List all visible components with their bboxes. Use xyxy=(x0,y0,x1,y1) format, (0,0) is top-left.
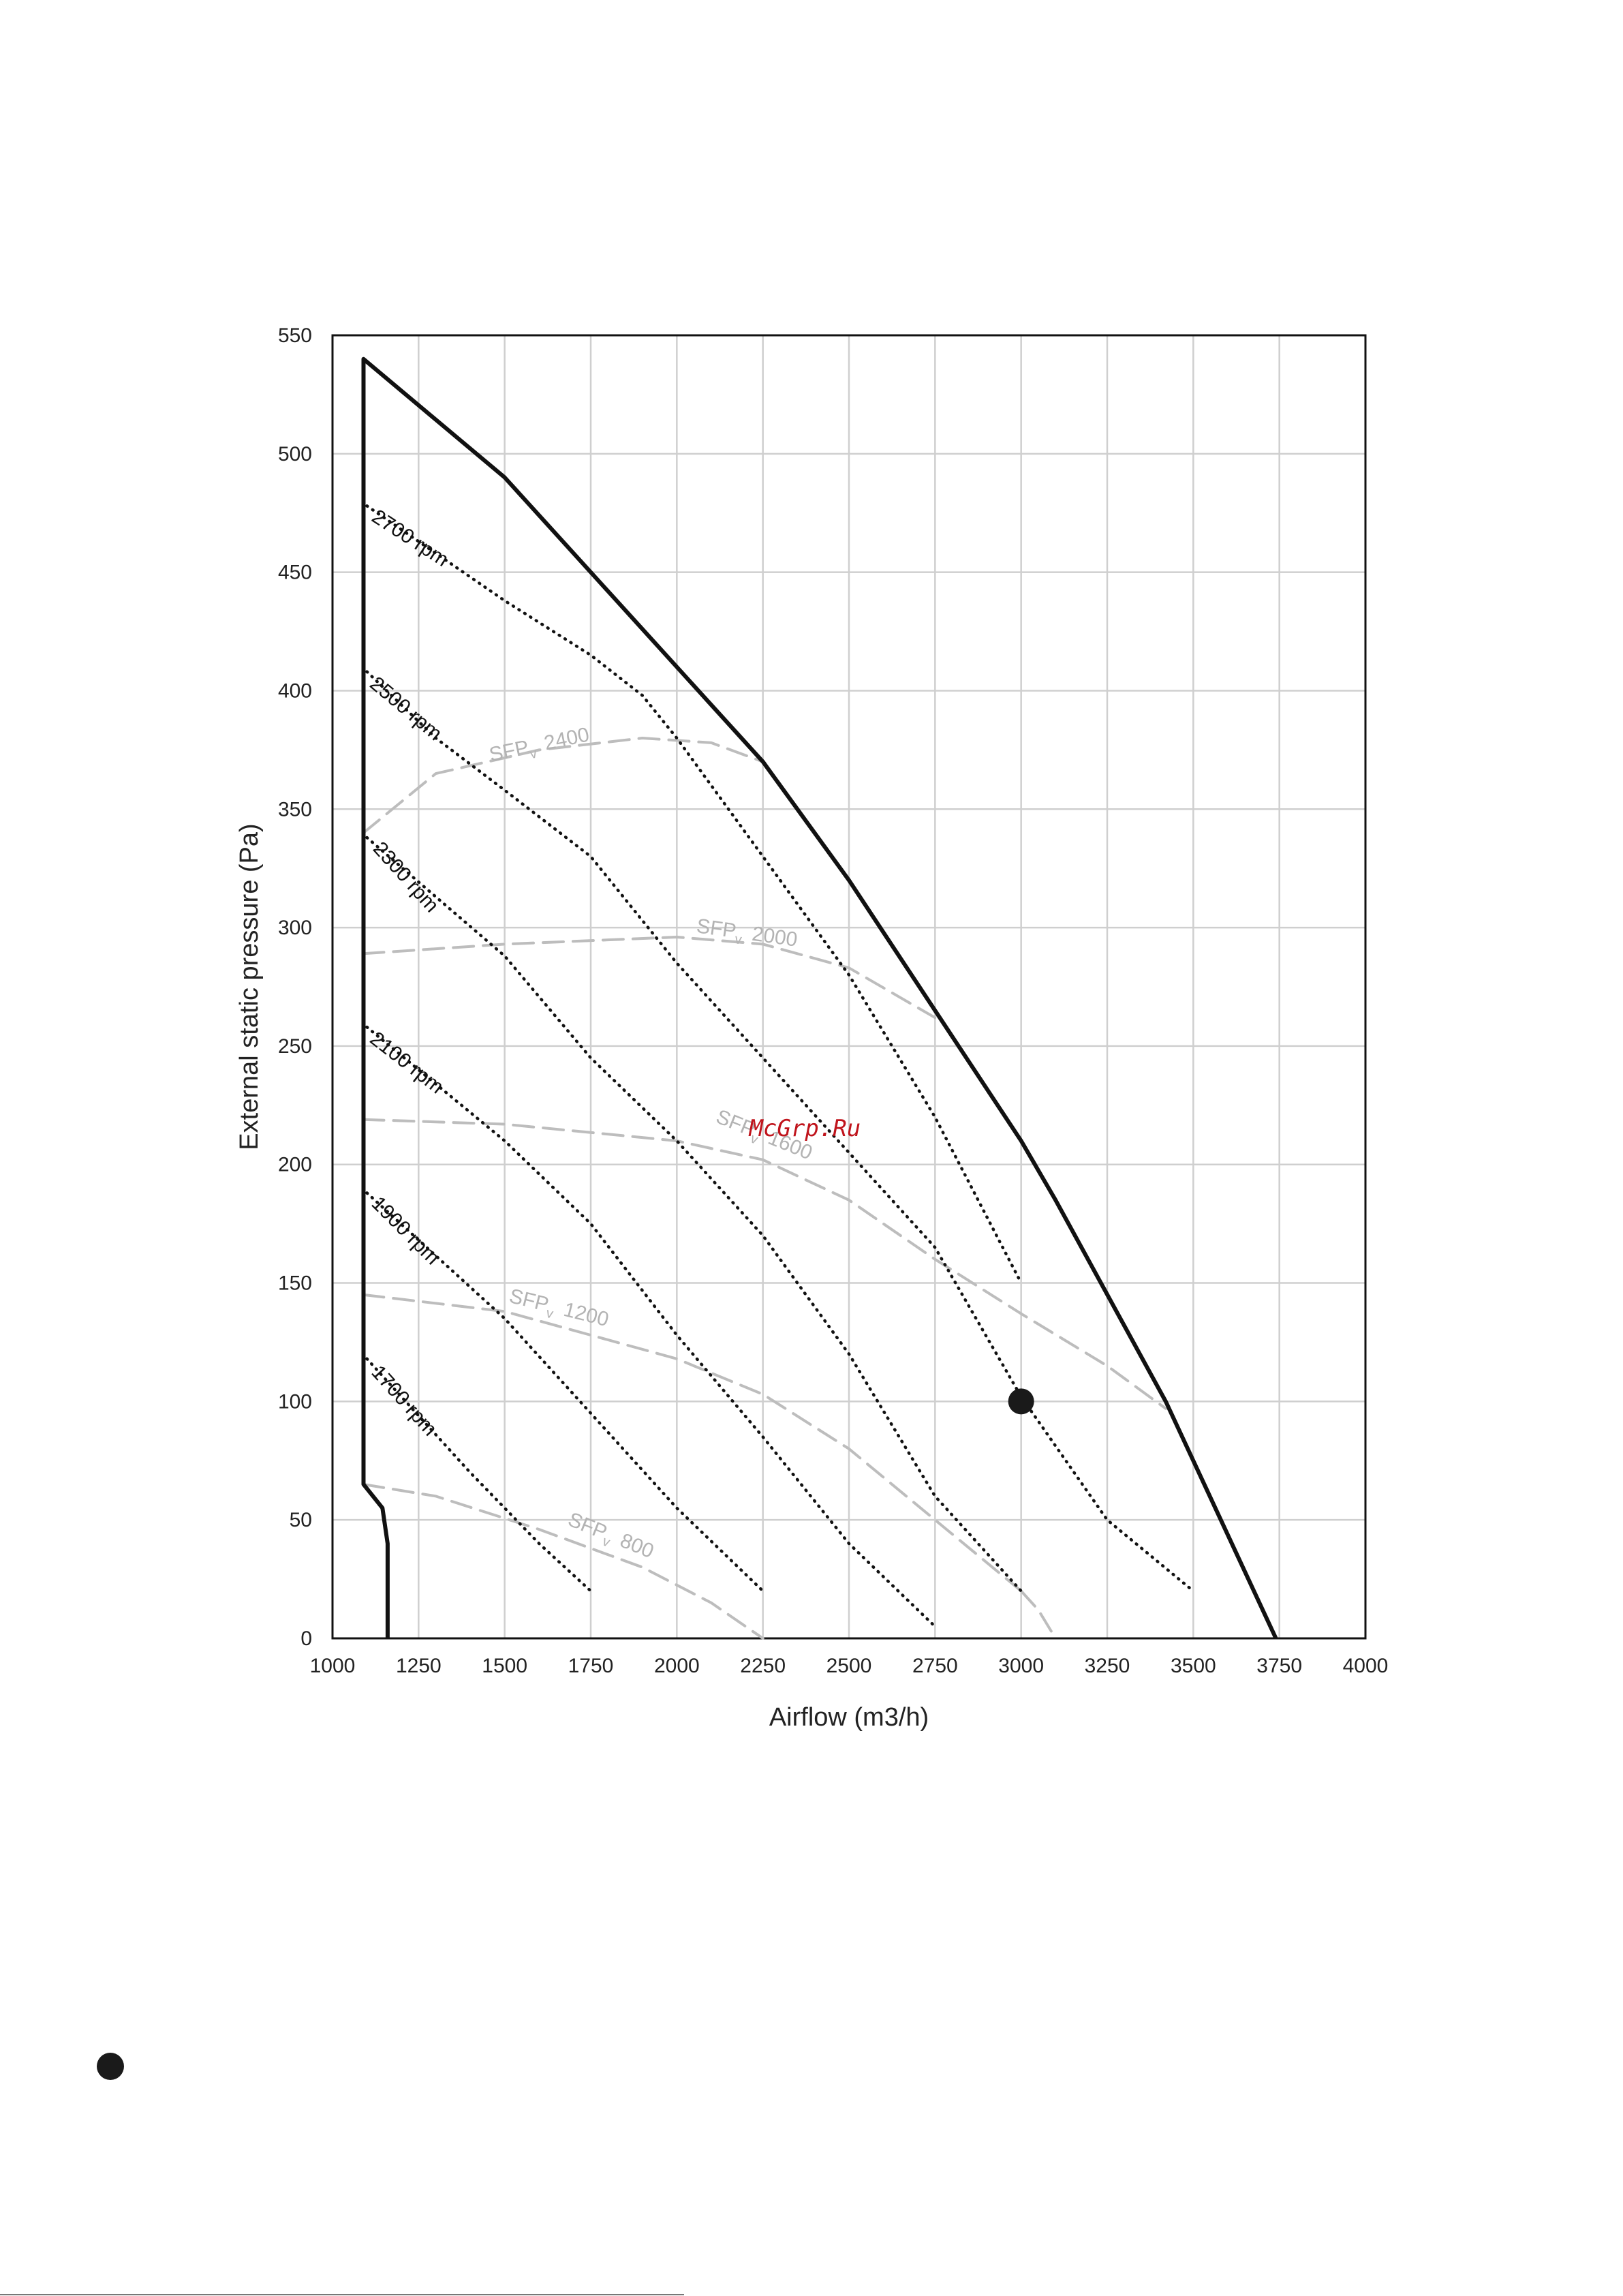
rpm-curve xyxy=(365,1025,937,1628)
sfp-curve xyxy=(362,1483,764,1640)
x-tick-label: 1500 xyxy=(482,1655,527,1677)
rpm-curve-label: 1900 rpm xyxy=(367,1192,444,1269)
y-tick-label: 350 xyxy=(278,798,312,821)
sfp-curve-label: SFPv 2400 xyxy=(487,723,592,770)
x-tick-label: 3250 xyxy=(1085,1655,1130,1677)
y-tick-label: 250 xyxy=(278,1035,312,1058)
x-tick-label: 2250 xyxy=(740,1655,786,1677)
rpm-curve-label: 2300 rpm xyxy=(369,838,443,917)
x-tick-label: 2750 xyxy=(912,1655,958,1677)
watermark-text: McGrp.Ru xyxy=(748,1115,861,1142)
y-tick-label: 200 xyxy=(278,1154,312,1176)
envelope-curve xyxy=(361,356,1278,1640)
x-tick-label: 3750 xyxy=(1256,1655,1302,1677)
grid xyxy=(331,334,1367,1640)
x-tick-label: 1250 xyxy=(396,1655,442,1677)
rpm-curve xyxy=(365,1357,593,1593)
x-tick-label: 1000 xyxy=(310,1655,356,1677)
y-tick-label: 100 xyxy=(278,1390,312,1413)
y-tick-label: 0 xyxy=(300,1627,312,1650)
rpm-curve xyxy=(365,504,1023,1285)
sfp-curve-label: SFPv 800 xyxy=(563,1508,657,1567)
y-tick-label: 450 xyxy=(278,562,312,584)
series-layer xyxy=(361,356,1278,1640)
legend-operating-point-marker xyxy=(97,2053,124,2080)
y-tick-label: 400 xyxy=(278,679,312,702)
rpm-curve-label: 2500 rpm xyxy=(366,673,446,746)
sfp-curve xyxy=(1019,1589,1057,1640)
tick-labels: 1000 1250 1500 1750 2000 2250 2500 2750 3000 3250… xyxy=(278,324,1388,1677)
plot-frame xyxy=(331,334,1367,1640)
y-tick-label: 150 xyxy=(278,1272,312,1295)
y-tick-label: 550 xyxy=(278,324,312,347)
y-tick-label: 300 xyxy=(278,917,312,939)
rpm-curve-label: 2100 rpm xyxy=(366,1027,448,1098)
x-tick-label: 2000 xyxy=(654,1655,700,1677)
x-axis-label: Airflow (m3/h) xyxy=(769,1703,929,1732)
y-tick-label: 500 xyxy=(278,443,312,465)
rpm-curve xyxy=(365,836,1023,1593)
x-tick-label: 4000 xyxy=(1343,1655,1389,1677)
operating-point-marker xyxy=(1008,1388,1034,1415)
x-tick-label: 3000 xyxy=(998,1655,1044,1677)
rpm-curve-label: 2700 rpm xyxy=(368,505,452,571)
sfp-curve xyxy=(362,1293,1023,1593)
bottom-divider xyxy=(0,2294,684,2295)
sfp-curve-label: SFPv 2000 xyxy=(694,915,799,955)
sfp-curve xyxy=(362,1118,1167,1410)
y-axis-label: External static pressure (Pa) xyxy=(235,823,264,1150)
x-tick-label: 1750 xyxy=(568,1655,614,1677)
y-tick-label: 50 xyxy=(290,1509,312,1531)
sfp-curve xyxy=(362,736,764,834)
rpm-curve xyxy=(365,1191,764,1593)
x-tick-label: 3500 xyxy=(1171,1655,1216,1677)
x-tick-label: 2500 xyxy=(826,1655,872,1677)
